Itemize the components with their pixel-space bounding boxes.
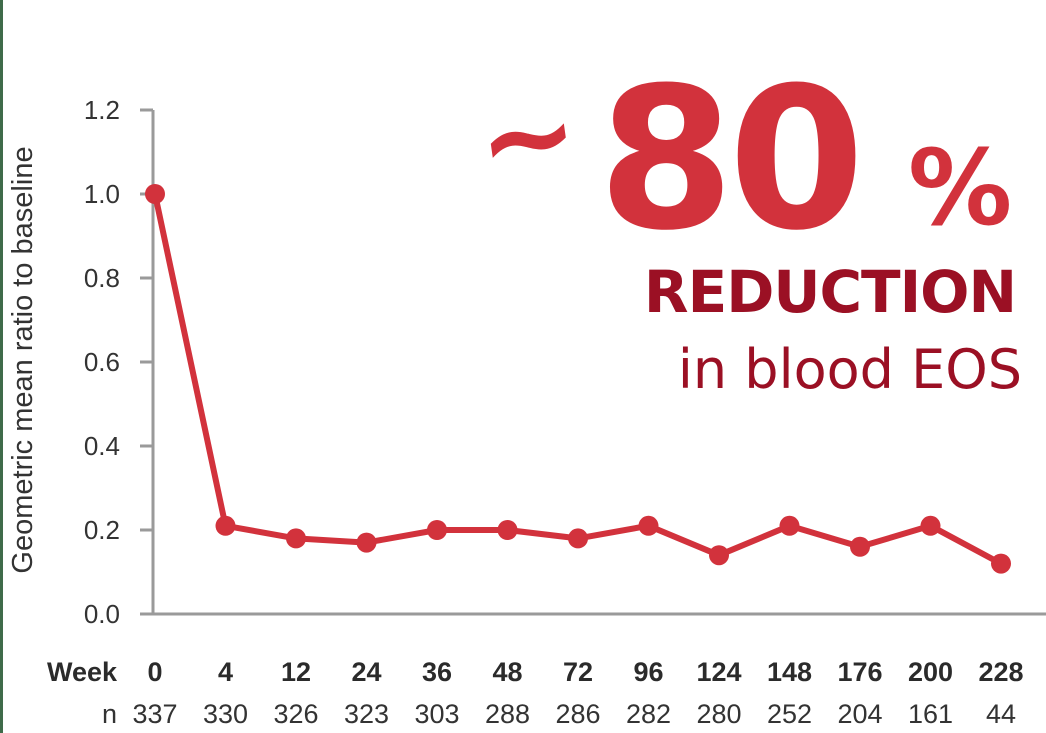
y-tick-label: 0.0 [84, 599, 120, 629]
y-tick-label: 0.2 [84, 515, 120, 545]
headline-value: 80 [598, 46, 859, 274]
data-point [145, 184, 165, 204]
week-tick-label: 24 [351, 657, 381, 687]
week-row-label: Week [47, 657, 118, 687]
n-value: 252 [767, 699, 812, 729]
data-point [215, 515, 236, 536]
week-tick-label: 36 [422, 657, 452, 687]
n-value: 161 [908, 699, 953, 729]
week-tick-label: 96 [633, 657, 663, 687]
data-point [638, 515, 659, 536]
n-value: 330 [203, 699, 248, 729]
y-axis-ticks: 0.0 0.2 0.4 0.6 0.8 1.0 1.2 [84, 95, 153, 629]
n-value: 323 [344, 699, 389, 729]
week-tick-label: 148 [767, 657, 812, 687]
data-point [497, 520, 518, 540]
y-tick-label: 1.0 [84, 179, 120, 209]
headline-percent: % [908, 127, 1012, 249]
n-value: 288 [485, 699, 530, 729]
week-tick-label: 4 [218, 657, 233, 687]
headline-subtext: in blood EOS [678, 338, 1022, 401]
data-point [850, 536, 870, 557]
y-tick-label: 1.2 [84, 95, 120, 125]
data-point [356, 532, 377, 553]
week-tick-label: 176 [837, 657, 882, 687]
data-point [709, 545, 729, 566]
n-value: 204 [837, 699, 882, 729]
n-row-label: n [102, 699, 117, 729]
headline-reduction: REDUCTION [644, 258, 1016, 326]
data-point [991, 553, 1011, 574]
y-tick-label: 0.8 [84, 263, 120, 293]
n-value: 337 [132, 699, 177, 729]
n-value: 44 [986, 699, 1016, 729]
data-point [568, 528, 588, 549]
week-tick-label: 124 [696, 657, 741, 687]
week-tick-label: 48 [492, 657, 522, 687]
n-value: 326 [273, 699, 318, 729]
n-value: 286 [555, 699, 600, 729]
data-point [427, 520, 447, 540]
headline-approx-symbol: ~ [468, 62, 587, 214]
week-tick-label: 12 [281, 657, 311, 687]
headline-callout: ~ 80 % REDUCTION in blood EOS [468, 46, 1022, 401]
y-axis-label: Geometric mean ratio to baseline [7, 146, 39, 573]
week-tick-label: 0 [147, 657, 162, 687]
week-tick-label: 200 [908, 657, 953, 687]
y-tick-label: 0.6 [84, 347, 120, 377]
y-tick-label: 0.4 [84, 431, 120, 461]
data-point [920, 515, 941, 536]
data-markers [145, 184, 1011, 574]
week-tick-label: 228 [978, 657, 1023, 687]
n-value: 280 [696, 699, 741, 729]
n-value: 303 [414, 699, 459, 729]
data-point [286, 528, 306, 549]
n-value: 282 [626, 699, 671, 729]
n-values: 337 330 326 323 303 288 286 282 280 252 204 161 44 [132, 699, 1016, 729]
data-point [779, 515, 800, 536]
week-tick-label: 72 [563, 657, 593, 687]
week-tick-labels: 0 4 12 24 36 48 72 96 124 148 176 200 228 [147, 657, 1023, 687]
